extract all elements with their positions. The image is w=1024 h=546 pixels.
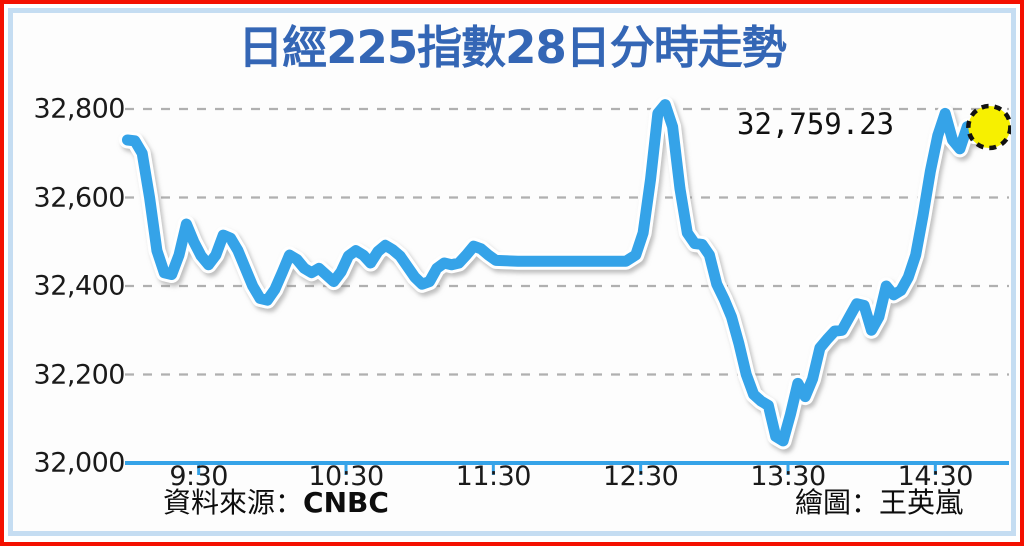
x-axis-labels: 9:30 10:30 11:30 12:30 13:30 14:30 [13,461,1011,501]
series-line [121,99,995,447]
x-axis-tick-label: 11:30 [455,461,532,492]
y-axis-labels: 32,800 32,600 32,400 32,200 32,000 [13,81,126,481]
data-source-label: 資料來源： [163,486,304,519]
footer: 資料來源：CNBC 繪圖：王英嵐 [13,481,1011,525]
x-axis-tick-label: 13:30 [750,461,826,492]
y-axis-tick-label: 32,600 [33,182,126,213]
y-axis-tick-label: 32,800 [33,93,126,125]
plot-area [13,81,1011,481]
x-axis-tick-label: 10:30 [308,461,384,492]
page-title: 日經225指數28日分時走勢 [238,21,787,74]
data-source-value: CNBC [303,486,389,519]
last-point-marker [966,103,1011,151]
chart-author-label: 繪圖： [794,486,879,519]
x-axis-tick-label: 12:30 [603,461,679,492]
figure-inner-panel: 日經225指數28日分時走勢 32,800 32,600 32,400 32,200 3… [13,13,1011,531]
x-axis-tick-label: 9:30 [169,461,228,492]
y-axis-tick-label: 32,000 [33,447,126,479]
y-axis-tick-label: 32,200 [33,359,126,390]
series-line-halo [118,96,998,450]
x-axis-tick-label: 14:30 [897,461,974,492]
chart-author-value: 王英嵐 [878,486,963,519]
chart-author: 繪圖：王英嵐 [795,481,963,521]
data-source: 資料來源：CNBC [163,481,389,521]
line-chart-svg [118,96,1011,475]
y-axis-tick-label: 32,400 [33,270,126,302]
last-value-label: 32,759.23 [737,107,895,141]
